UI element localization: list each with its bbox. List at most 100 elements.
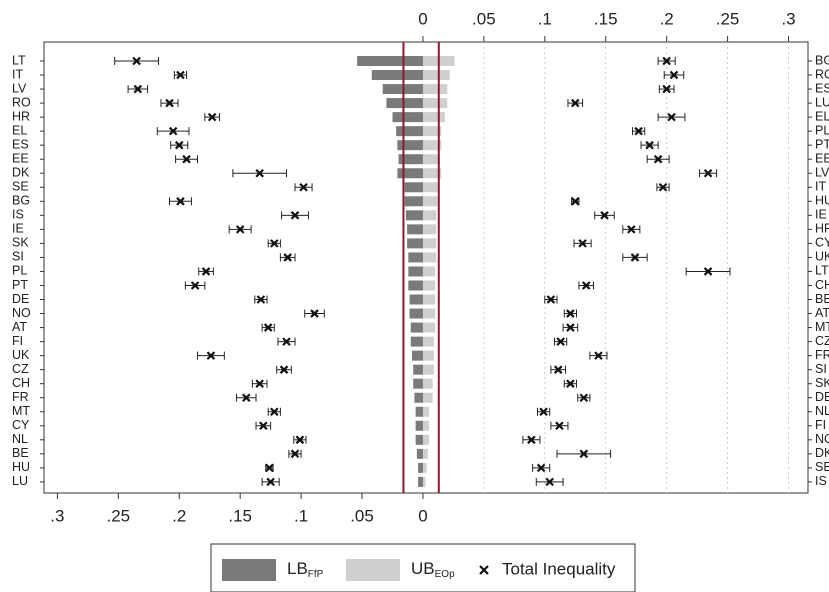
left-total-point bbox=[255, 421, 272, 431]
right-category-label: AT bbox=[815, 306, 829, 320]
lb-bar bbox=[386, 98, 423, 109]
ub-bar bbox=[422, 420, 430, 431]
right-category-label: CZ bbox=[815, 334, 829, 348]
right-category-label: MT bbox=[815, 320, 829, 334]
right-total-point bbox=[522, 435, 541, 445]
ub-bar bbox=[422, 182, 438, 193]
x-marker bbox=[270, 407, 279, 417]
ub-bar bbox=[422, 392, 433, 403]
legend-marker bbox=[479, 565, 489, 575]
left-total-point bbox=[160, 98, 179, 108]
plot-frame bbox=[43, 41, 809, 494]
x-bottom-tick-label: .3 bbox=[50, 506, 64, 525]
x-marker bbox=[283, 253, 292, 262]
left-category-label: IS bbox=[12, 208, 24, 222]
right-category-label: LV bbox=[815, 166, 829, 180]
left-category-label: IT bbox=[12, 67, 23, 81]
left-total-point bbox=[281, 211, 309, 220]
lb-bar bbox=[397, 168, 423, 179]
right-total-point bbox=[554, 337, 568, 346]
x-marker bbox=[263, 323, 273, 332]
x-marker bbox=[290, 211, 300, 220]
lb-bar bbox=[405, 210, 423, 221]
right-total-point bbox=[532, 463, 551, 473]
ub-bar bbox=[422, 210, 437, 221]
right-total-point bbox=[577, 393, 591, 402]
left-total-point bbox=[279, 253, 296, 262]
right-category-label: HR bbox=[815, 222, 829, 236]
ub-bar bbox=[422, 266, 436, 277]
x-marker bbox=[201, 267, 211, 276]
x-marker bbox=[669, 70, 679, 80]
x-marker bbox=[570, 98, 580, 108]
x-marker bbox=[566, 323, 575, 332]
x-marker bbox=[627, 225, 636, 234]
left-category-label: CH bbox=[12, 376, 30, 390]
x-marker bbox=[539, 407, 548, 417]
x-marker bbox=[207, 112, 217, 122]
ub-bar bbox=[422, 406, 430, 417]
x-bottom-tick-label: .2 bbox=[172, 506, 186, 525]
right-total-point bbox=[656, 182, 670, 192]
x-marker bbox=[133, 84, 143, 94]
lb-bar bbox=[409, 308, 423, 319]
ub-bar bbox=[422, 378, 433, 389]
lb-bar bbox=[397, 140, 423, 151]
x-marker bbox=[703, 267, 713, 276]
left-category-label: NL bbox=[12, 432, 28, 446]
ub-bar bbox=[422, 308, 436, 319]
right-category-label: CH bbox=[815, 278, 829, 292]
right-total-point bbox=[699, 168, 718, 178]
left-total-point bbox=[276, 365, 292, 374]
left-category-label: PL bbox=[12, 264, 27, 278]
right-total-point bbox=[550, 365, 567, 374]
right-total-point bbox=[658, 84, 675, 94]
legend-subscript: EOp bbox=[435, 569, 455, 580]
right-total-point bbox=[563, 309, 577, 318]
left-category-label: FI bbox=[12, 334, 23, 348]
x-marker bbox=[578, 239, 587, 248]
lb-bar bbox=[404, 182, 423, 193]
ub-bar bbox=[422, 98, 448, 109]
right-category-label: LT bbox=[815, 264, 829, 278]
ub-bar bbox=[422, 224, 437, 235]
ub-bar bbox=[422, 364, 434, 375]
left-total-point bbox=[294, 182, 313, 192]
ub-bar bbox=[422, 476, 426, 487]
x-marker bbox=[546, 295, 556, 304]
x-bottom-tick-label: .15 bbox=[228, 506, 252, 525]
x-marker bbox=[579, 393, 589, 402]
left-total-point bbox=[198, 267, 214, 276]
legend-subscript: FfP bbox=[308, 569, 324, 580]
x-marker bbox=[168, 126, 178, 136]
ub-bar bbox=[422, 462, 427, 473]
lb-bar bbox=[418, 462, 423, 473]
right-total-point bbox=[570, 197, 580, 206]
left-category-label: FR bbox=[12, 390, 29, 404]
right-total-point bbox=[646, 154, 670, 164]
left-category-label: AT bbox=[12, 320, 27, 334]
left-category-label: RO bbox=[12, 95, 31, 109]
x-marker bbox=[279, 365, 289, 374]
right-total-point bbox=[550, 421, 569, 431]
lb-bar bbox=[408, 252, 423, 263]
x-marker bbox=[581, 281, 591, 290]
right-total-point bbox=[657, 56, 676, 66]
left-category-label: DE bbox=[12, 292, 29, 306]
lb-bar bbox=[396, 126, 423, 137]
x-bottom-tick-label: .1 bbox=[294, 506, 308, 525]
right-category-label: SE bbox=[815, 460, 829, 474]
ub-bar bbox=[422, 238, 437, 249]
x-marker bbox=[165, 98, 174, 108]
left-category-label: CY bbox=[12, 418, 30, 432]
lb-bar bbox=[415, 406, 423, 417]
right-category-label: LU bbox=[815, 95, 829, 109]
ub-bar bbox=[422, 168, 442, 179]
left-total-point bbox=[288, 449, 302, 459]
ub-bar bbox=[422, 280, 436, 291]
left-category-label: BG bbox=[12, 194, 30, 208]
x-marker bbox=[295, 435, 305, 445]
right-category-label: FI bbox=[815, 418, 826, 432]
x-marker bbox=[241, 393, 251, 402]
left-total-point bbox=[156, 126, 190, 136]
